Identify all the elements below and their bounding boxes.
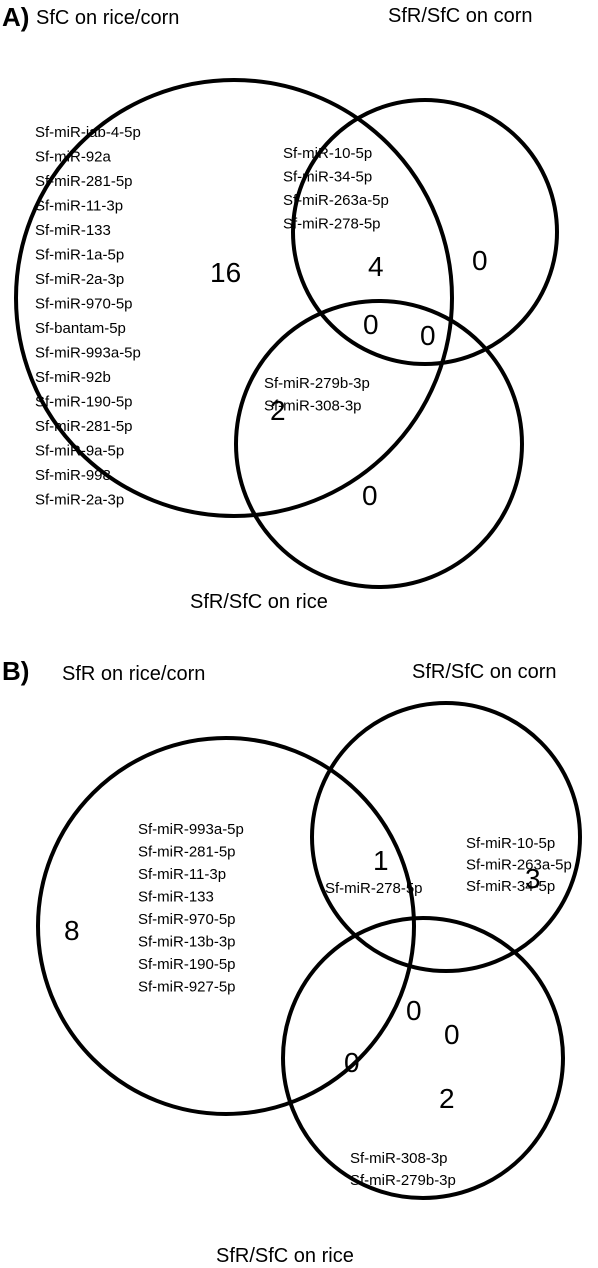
mirna-label: Sf-miR-13b-3p (138, 934, 236, 951)
panel-a-s12-mirna-list: Sf-miR-10-5p Sf-miR-34-5p Sf-miR-263a-5p Sf… (283, 145, 389, 233)
panel-a-count-s12: 4 (368, 251, 384, 282)
mirna-label: Sf-miR-10-5p (283, 145, 372, 162)
mirna-label: Sf-miR-133 (138, 889, 214, 906)
panel-b-count-s13: 0 (344, 1047, 360, 1078)
panel-a-set1-title: SfC on rice/corn (36, 7, 179, 29)
mirna-label: Sf-miR-263a-5p (466, 857, 572, 874)
panel-a-count-s123: 0 (363, 309, 379, 340)
mirna-label: Sf-miR-279b-3p (350, 1172, 456, 1189)
mirna-label: Sf-miR-278-5p (325, 880, 423, 897)
mirna-label: Sf-miR-190-5p (138, 956, 236, 973)
panel-a-circle-set2 (291, 98, 559, 366)
panel-b-set1-title: SfR on rice/corn (62, 663, 205, 685)
panel-b-circle-set2 (310, 701, 582, 973)
mirna-label: Sf-miR-263a-5p (283, 192, 389, 209)
panel-a-s13-mirna-list: Sf-miR-279b-3p Sf-miR-308-3p (264, 375, 370, 415)
mirna-label: Sf-miR-281-5p (138, 844, 236, 861)
panel-b-circle-set3 (281, 916, 565, 1200)
mirna-label: Sf-miR-iab-4-5p (35, 124, 141, 141)
panel-a-circle-set1 (14, 78, 454, 518)
panel-a-count-only1: 16 (210, 257, 241, 288)
panel-b-set2-title: SfR/SfC on corn (412, 661, 557, 683)
panel-b-circle-set1 (36, 736, 416, 1116)
panel-a-set3-title: SfR/SfC on rice (190, 591, 328, 613)
mirna-label: Sf-miR-970-5p (138, 911, 236, 928)
panel-b-count-s123: 0 (406, 995, 422, 1026)
panel-a-set2-title: SfR/SfC on corn (388, 5, 533, 27)
mirna-label: Sf-miR-92b (35, 369, 111, 386)
panel-a-count-only3: 0 (362, 480, 378, 511)
mirna-label: Sf-miR-11-3p (138, 866, 226, 883)
panel-b-set3-title: SfR/SfC on rice (216, 1245, 354, 1267)
panel-a-circle-set3 (234, 299, 524, 589)
mirna-label: Sf-bantam-5p (35, 320, 126, 337)
panel-b: B) SfR on rice/corn SfR/SfC on corn SfR/… (2, 656, 582, 1267)
mirna-label: Sf-miR-2a-3p (35, 492, 124, 509)
panel-a-count-s13: 2 (270, 395, 286, 426)
mirna-label: Sf-miR-1a-5p (35, 247, 124, 264)
panel-b-count-only3: 2 (439, 1083, 455, 1114)
panel-b-s12-mirna-list: Sf-miR-278-5p (325, 880, 423, 897)
panel-a-count-only2: 0 (472, 245, 488, 276)
panel-b-only1-mirna-list: Sf-miR-993a-5p Sf-miR-281-5p Sf-miR-11-3p S… (138, 821, 244, 996)
panel-b-label: B) (2, 656, 29, 686)
panel-b-only3-mirna-list: Sf-miR-308-3p Sf-miR-279b-3p (350, 1150, 456, 1189)
mirna-label: Sf-miR-281-5p (35, 418, 133, 435)
panel-b-count-s23: 0 (444, 1019, 460, 1050)
mirna-label: Sf-miR-10-5p (466, 835, 555, 852)
mirna-label: Sf-miR-993a-5p (35, 345, 141, 362)
mirna-label: Sf-miR-279b-3p (264, 375, 370, 392)
panel-b-count-only2: 3 (525, 863, 541, 894)
panel-a-only1-mirna-list: Sf-miR-iab-4-5p Sf-miR-92a Sf-miR-281-5p Sf… (35, 124, 141, 509)
mirna-label: Sf-miR-11-3p (35, 198, 123, 215)
panel-a: A) SfC on rice/corn SfR/SfC on corn SfR/… (2, 2, 559, 613)
mirna-label: Sf-miR-34-5p (466, 878, 555, 895)
mirna-label: Sf-miR-281-5p (35, 173, 133, 190)
mirna-label: Sf-miR-190-5p (35, 394, 133, 411)
mirna-label: Sf-miR-9a-5p (35, 443, 124, 460)
mirna-label: Sf-miR-34-5p (283, 169, 372, 186)
mirna-label: Sf-miR-308-3p (264, 398, 362, 415)
mirna-label: Sf-miR-998 (35, 467, 111, 484)
panel-a-count-s23: 0 (420, 320, 436, 351)
mirna-label: Sf-miR-133 (35, 222, 111, 239)
mirna-label: Sf-miR-993a-5p (138, 821, 244, 838)
panel-a-label: A) (2, 2, 29, 32)
mirna-label: Sf-miR-927-5p (138, 979, 236, 996)
panel-b-count-only1: 8 (64, 915, 80, 946)
mirna-label: Sf-miR-2a-3p (35, 271, 124, 288)
mirna-label: Sf-miR-92a (35, 149, 112, 166)
mirna-label: Sf-miR-308-3p (350, 1150, 448, 1167)
panel-b-only2-mirna-list: Sf-miR-10-5p Sf-miR-263a-5p Sf-miR-34-5p (466, 835, 572, 895)
mirna-label: Sf-miR-970-5p (35, 296, 133, 313)
panel-b-count-s12: 1 (373, 845, 389, 876)
mirna-label: Sf-miR-278-5p (283, 216, 381, 233)
